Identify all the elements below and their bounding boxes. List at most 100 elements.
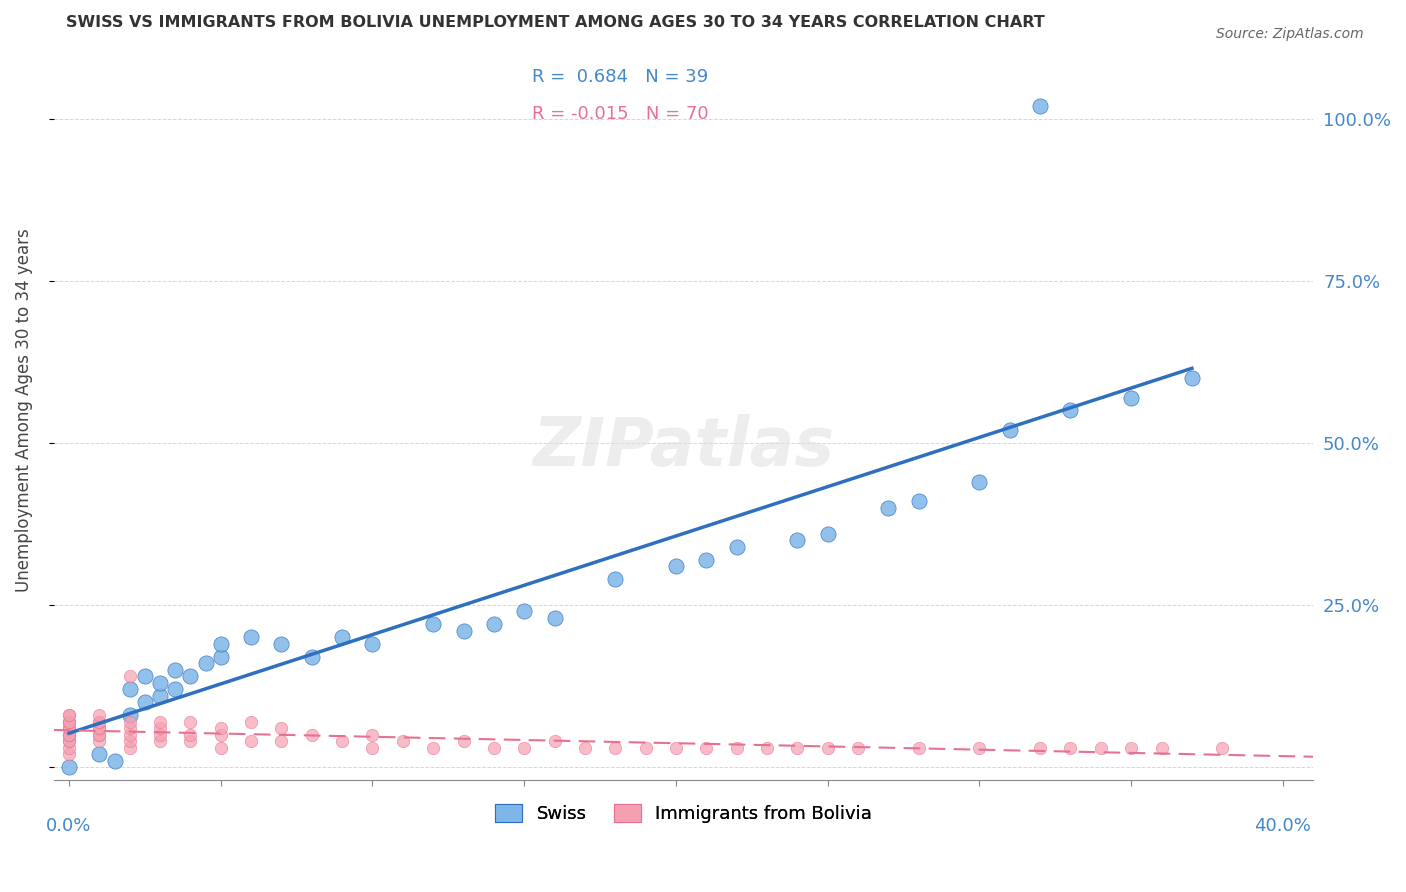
Point — [149, 728, 172, 742]
Point — [118, 721, 141, 735]
Point — [118, 714, 141, 729]
Point — [786, 740, 808, 755]
Point — [209, 721, 232, 735]
Point — [786, 533, 808, 548]
Point — [574, 740, 596, 755]
Point — [194, 657, 217, 671]
Point — [58, 728, 80, 742]
Point — [209, 637, 232, 651]
Point — [240, 734, 263, 748]
Point — [422, 740, 444, 755]
Point — [149, 721, 172, 735]
Point — [58, 708, 80, 723]
Y-axis label: Unemployment Among Ages 30 to 34 years: Unemployment Among Ages 30 to 34 years — [15, 228, 32, 592]
Point — [240, 714, 263, 729]
Point — [330, 631, 353, 645]
Point — [1211, 740, 1233, 755]
Point — [846, 740, 869, 755]
Point — [969, 475, 991, 489]
Point — [756, 740, 779, 755]
Point — [58, 721, 80, 735]
Point — [513, 740, 536, 755]
Text: Source: ZipAtlas.com: Source: ZipAtlas.com — [1216, 27, 1364, 41]
Point — [118, 734, 141, 748]
Point — [665, 559, 688, 574]
Point — [134, 695, 156, 709]
Point — [58, 740, 80, 755]
Point — [543, 734, 565, 748]
Point — [58, 714, 80, 729]
Point — [118, 708, 141, 723]
Legend: Swiss, Immigrants from Bolivia: Swiss, Immigrants from Bolivia — [488, 797, 879, 830]
Point — [301, 649, 323, 664]
Text: 0.0%: 0.0% — [46, 817, 91, 835]
Text: ZIPatlas: ZIPatlas — [533, 415, 835, 481]
Point — [240, 631, 263, 645]
Point — [179, 728, 201, 742]
Point — [1181, 371, 1204, 385]
Text: R = -0.015   N = 70: R = -0.015 N = 70 — [533, 104, 709, 122]
Point — [58, 708, 80, 723]
Point — [1121, 740, 1143, 755]
Point — [58, 734, 80, 748]
Point — [513, 605, 536, 619]
Point — [149, 675, 172, 690]
Point — [89, 728, 111, 742]
Point — [1029, 99, 1052, 113]
Point — [361, 728, 384, 742]
Point — [1150, 740, 1173, 755]
Point — [1059, 403, 1081, 417]
Point — [361, 740, 384, 755]
Point — [103, 754, 125, 768]
Point — [695, 740, 717, 755]
Point — [58, 728, 80, 742]
Point — [817, 740, 839, 755]
Point — [149, 689, 172, 703]
Point — [270, 721, 292, 735]
Point — [392, 734, 415, 748]
Point — [877, 500, 900, 515]
Point — [605, 572, 627, 586]
Point — [969, 740, 991, 755]
Point — [209, 649, 232, 664]
Point — [89, 714, 111, 729]
Text: SWISS VS IMMIGRANTS FROM BOLIVIA UNEMPLOYMENT AMONG AGES 30 TO 34 YEARS CORRELAT: SWISS VS IMMIGRANTS FROM BOLIVIA UNEMPLO… — [66, 15, 1045, 30]
Point — [149, 714, 172, 729]
Point — [330, 734, 353, 748]
Point — [179, 734, 201, 748]
Point — [58, 734, 80, 748]
Point — [725, 740, 748, 755]
Point — [482, 740, 505, 755]
Point — [118, 740, 141, 755]
Point — [1059, 740, 1081, 755]
Point — [998, 423, 1021, 437]
Point — [453, 734, 475, 748]
Point — [907, 740, 929, 755]
Point — [89, 728, 111, 742]
Point — [209, 740, 232, 755]
Point — [301, 728, 323, 742]
Point — [118, 669, 141, 683]
Point — [58, 747, 80, 761]
Point — [453, 624, 475, 638]
Point — [58, 721, 80, 735]
Point — [89, 721, 111, 735]
Point — [89, 708, 111, 723]
Point — [270, 637, 292, 651]
Point — [165, 682, 187, 697]
Point — [1029, 740, 1052, 755]
Point — [58, 714, 80, 729]
Point — [725, 540, 748, 554]
Point — [118, 728, 141, 742]
Point — [118, 682, 141, 697]
Point — [58, 714, 80, 729]
Point — [89, 714, 111, 729]
Point — [270, 734, 292, 748]
Point — [1121, 391, 1143, 405]
Point — [134, 669, 156, 683]
Point — [58, 728, 80, 742]
Point — [543, 611, 565, 625]
Text: 40.0%: 40.0% — [1254, 817, 1312, 835]
Point — [907, 494, 929, 508]
Point — [89, 721, 111, 735]
